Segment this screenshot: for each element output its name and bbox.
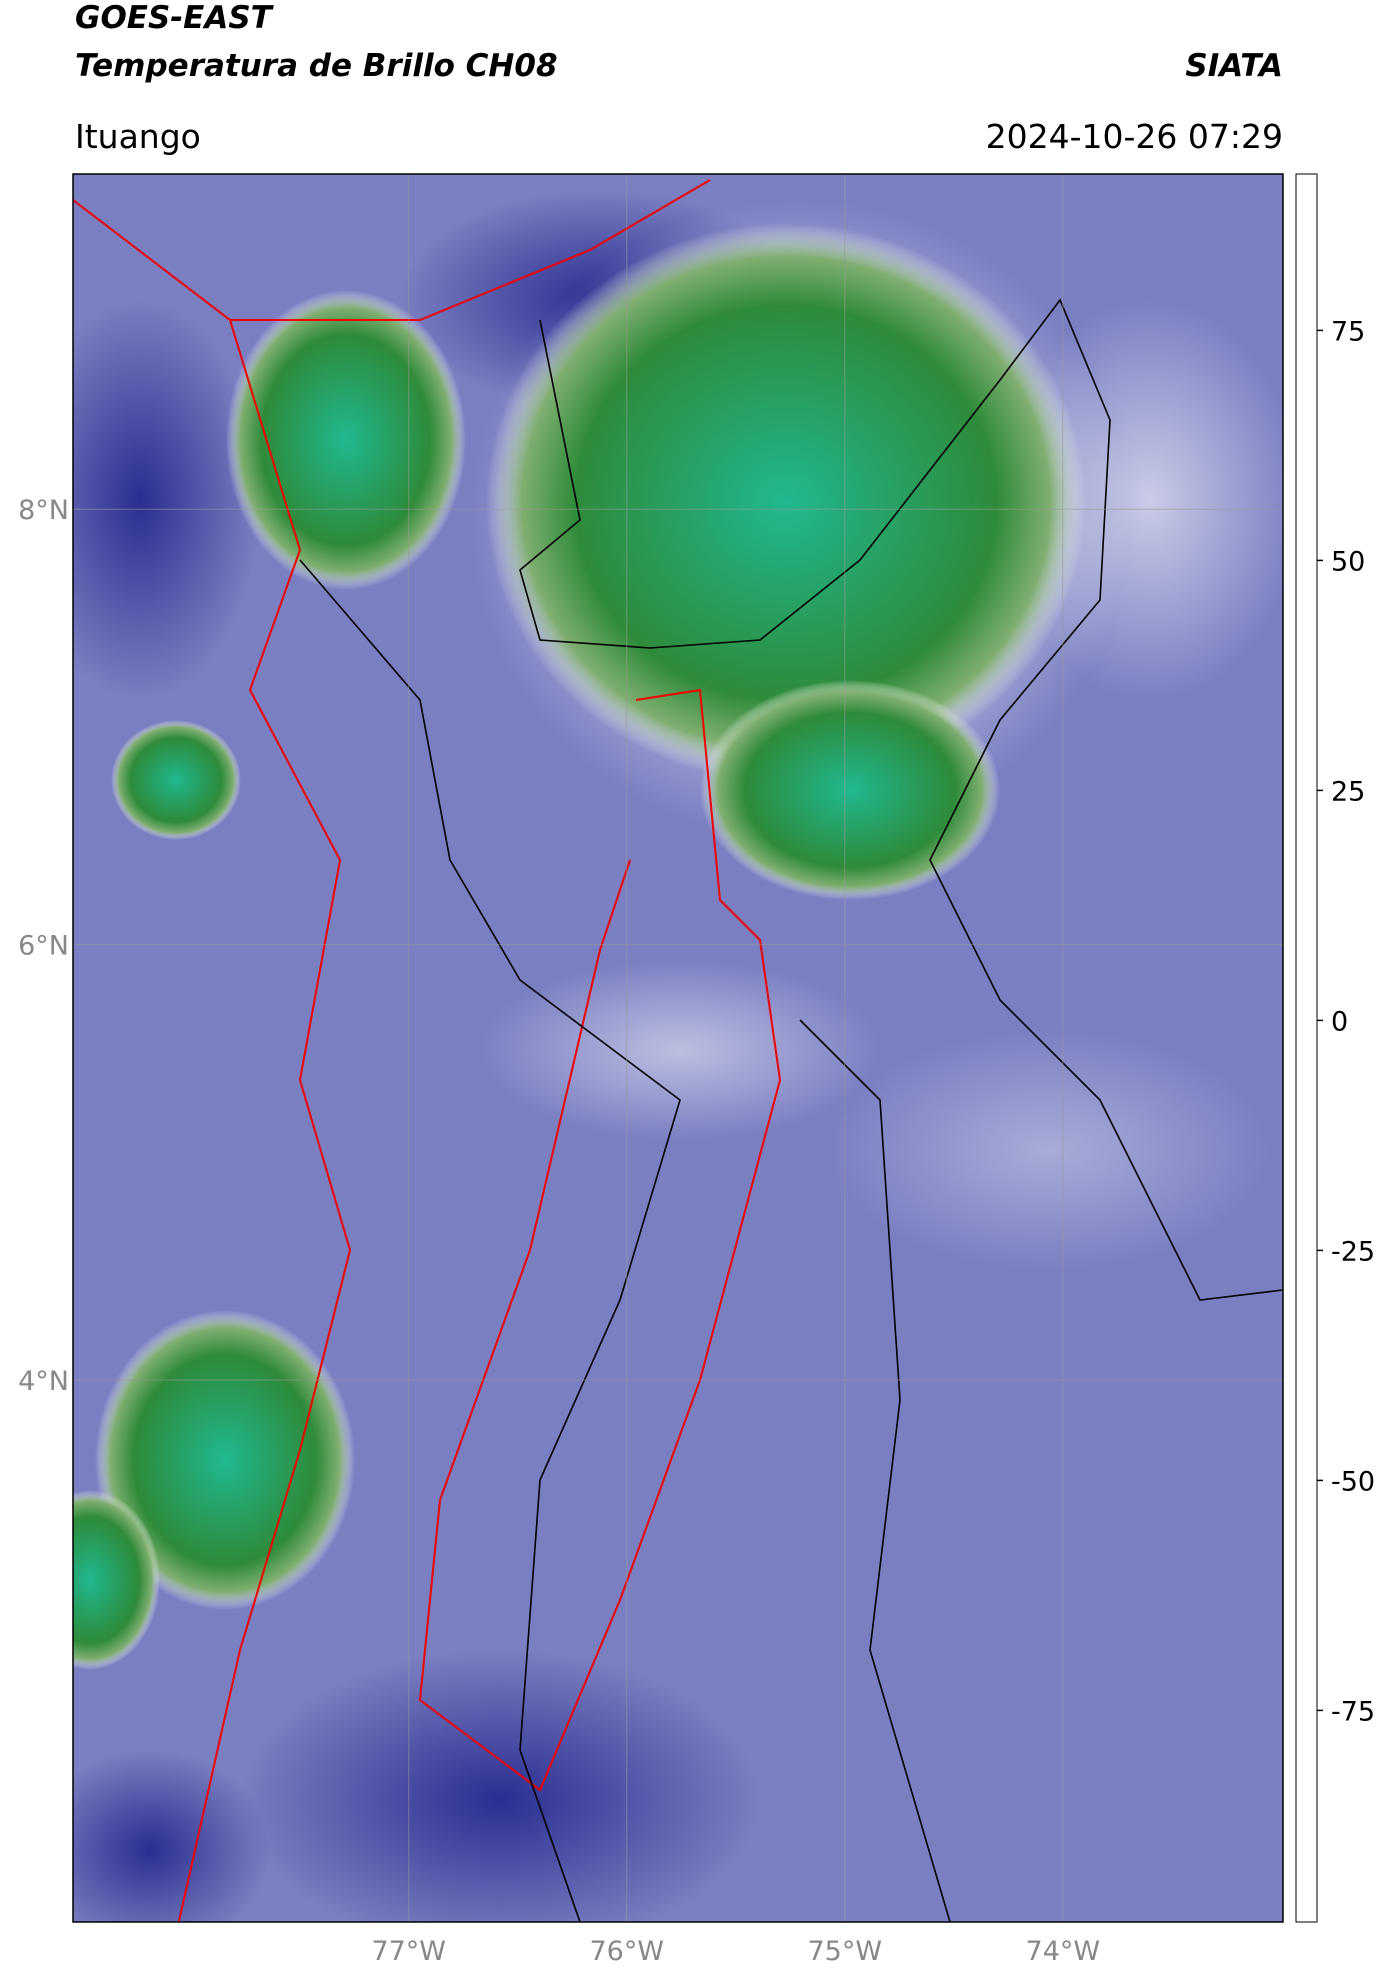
lat-tick-label: 4°N bbox=[18, 1366, 69, 1397]
lon-tick-label: 76°W bbox=[589, 1936, 664, 1967]
lat-tick-label: 8°N bbox=[18, 495, 69, 526]
map-frame bbox=[72, 173, 1284, 1923]
colorbar-tick-label: -75 bbox=[1331, 1696, 1375, 1727]
subtitle: Temperatura de Brillo CH08 bbox=[75, 48, 558, 84]
map-image bbox=[73, 174, 1283, 1922]
lon-tick-label: 74°W bbox=[1026, 1936, 1101, 1967]
graticule bbox=[73, 174, 1283, 1922]
lon-tick-label: 75°W bbox=[808, 1936, 883, 1967]
lon-tick-label: 77°W bbox=[371, 1936, 446, 1967]
brand: SIATA bbox=[1185, 48, 1283, 84]
colorbar bbox=[1295, 173, 1318, 1923]
colorbar-tick-label: -50 bbox=[1331, 1466, 1375, 1497]
colorbar-tick-label: 75 bbox=[1331, 316, 1365, 347]
colorbar-tick-label: 50 bbox=[1331, 546, 1365, 577]
colorbar-tick-label: -25 bbox=[1331, 1236, 1375, 1267]
colorbar-tick-label: 0 bbox=[1331, 1006, 1348, 1037]
timestamp: 2024-10-26 07:29 bbox=[986, 117, 1283, 156]
lat-tick-label: 6°N bbox=[18, 931, 69, 962]
region: Ituango bbox=[75, 117, 201, 156]
title: GOES-EAST bbox=[75, 0, 275, 36]
colorbar-tick-label: 25 bbox=[1331, 776, 1365, 807]
